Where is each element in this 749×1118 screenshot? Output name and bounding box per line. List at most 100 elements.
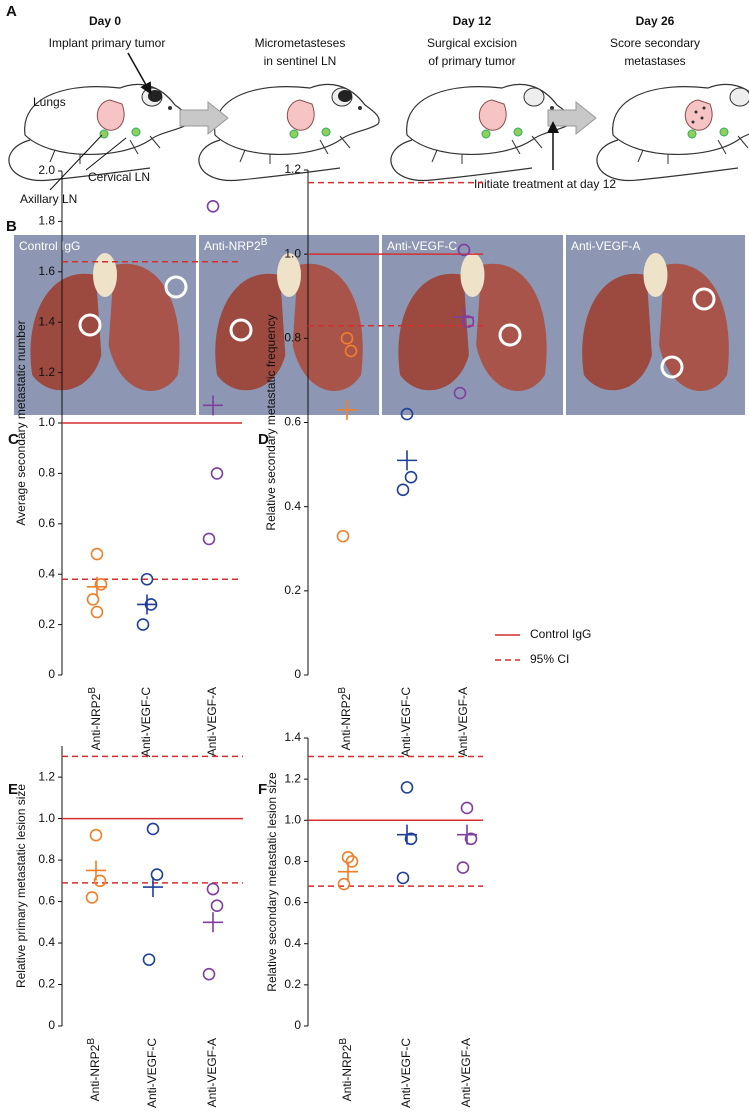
lung-right — [292, 263, 363, 391]
x-tick-label: Anti-VEGF-C — [399, 687, 413, 757]
y-axis-title: Relative secondary metastatic frequency — [264, 314, 278, 530]
y-tick-label: 0.4 — [284, 936, 301, 950]
mean — [86, 860, 106, 881]
y-tick-label: 0 — [48, 667, 55, 681]
point — [337, 877, 351, 891]
point — [93, 874, 107, 888]
photos: Control IgG Anti-NRP2B Anti-VEGF-C Anti-VEG… — [14, 235, 745, 415]
mouse — [8, 83, 190, 182]
lung-left — [398, 273, 469, 391]
category: Anti-VEGF-A — [459, 1038, 473, 1107]
ear — [729, 87, 749, 107]
point — [210, 899, 224, 913]
y-tick-label: 1.4 — [38, 314, 55, 328]
x-tick-label: Anti-NRP2B — [338, 1038, 355, 1102]
x-tick-label: Anti-VEGF-C — [145, 1038, 159, 1108]
point — [142, 953, 156, 966]
lung — [478, 99, 507, 131]
point — [404, 832, 418, 846]
y-tick-label: 0.4 — [38, 566, 55, 580]
point — [396, 483, 410, 497]
point — [340, 332, 354, 345]
panel-label: D — [258, 431, 269, 448]
label-sup: B — [261, 237, 268, 248]
legend-label: 95% CI — [530, 652, 569, 666]
photo: Anti-VEGF-A — [566, 235, 745, 415]
category-sup: B — [87, 687, 98, 694]
point — [94, 577, 108, 591]
point — [90, 605, 104, 619]
mean — [454, 307, 474, 328]
marker — [229, 318, 253, 342]
tail — [198, 139, 341, 182]
point — [453, 386, 467, 400]
category: Anti-VEGF-C — [399, 1038, 413, 1108]
mean — [143, 877, 163, 898]
lung — [684, 99, 713, 131]
y-tick-label: 0.8 — [284, 331, 301, 345]
label: in sentinel LN — [264, 54, 337, 68]
marker — [692, 287, 716, 311]
point — [206, 199, 220, 213]
legs — [637, 135, 749, 164]
mean — [203, 395, 223, 416]
label: Initiate treatment at day 12 — [474, 177, 616, 191]
label: Cervical LN — [88, 170, 150, 184]
category: Anti-NRP2 — [89, 693, 103, 750]
lung-right — [108, 263, 180, 391]
x-tick-label: Anti-VEGF-A — [456, 687, 470, 756]
legend-label: Control IgG — [530, 627, 591, 641]
eye — [550, 106, 554, 110]
point — [457, 243, 471, 257]
trachea — [93, 253, 117, 297]
lung-left — [582, 273, 652, 391]
label: Day 0 — [89, 14, 121, 28]
mean — [87, 576, 107, 597]
y-tick-label: 1.0 — [38, 415, 55, 429]
y-tick-label: 0.2 — [284, 583, 301, 597]
point — [460, 801, 474, 815]
y-axis-title: Relative secondary metastatic lesion siz… — [265, 772, 279, 992]
mean — [203, 912, 223, 933]
mean — [397, 450, 417, 471]
label-text: Anti-VEGF-C — [387, 239, 457, 253]
lung — [96, 99, 125, 131]
category: Anti-VEGF-C — [145, 1038, 159, 1108]
category: Anti-NRP2 — [339, 693, 353, 750]
pointer — [49, 134, 103, 191]
x-tick-label: Anti-VEGF-C — [139, 687, 153, 757]
y-tick-label: 1.2 — [38, 365, 55, 379]
label: Micrometasteses — [255, 36, 346, 50]
ln — [131, 127, 141, 137]
point — [396, 871, 410, 885]
ln — [513, 127, 523, 137]
point — [202, 532, 216, 546]
mouse — [596, 83, 749, 182]
point — [86, 593, 100, 606]
label: metastases — [624, 54, 685, 68]
category: Anti-VEGF-A — [205, 687, 219, 756]
category: Anti-VEGF-A — [456, 687, 470, 756]
label-text: Anti-NRP2 — [204, 239, 261, 253]
photo-label: Anti-NRP2B — [204, 237, 268, 254]
y-tick-label: 1.0 — [284, 812, 301, 826]
marker — [78, 313, 102, 337]
ln — [289, 129, 299, 139]
legs — [239, 135, 351, 164]
trachea — [643, 253, 668, 297]
point — [400, 407, 414, 421]
tail — [596, 139, 739, 182]
y-tick-label: 0.2 — [38, 977, 55, 991]
y-tick-label: 0.4 — [284, 499, 301, 513]
arrow — [127, 52, 152, 95]
point — [345, 855, 359, 868]
y-tick-label: 0.6 — [38, 516, 55, 530]
lung — [286, 99, 315, 131]
y-tick-label: 0.6 — [284, 415, 301, 429]
y-tick-label: 1.2 — [38, 769, 55, 783]
legs — [431, 135, 543, 164]
point — [400, 781, 414, 794]
photo-label: Control IgG — [19, 239, 80, 253]
